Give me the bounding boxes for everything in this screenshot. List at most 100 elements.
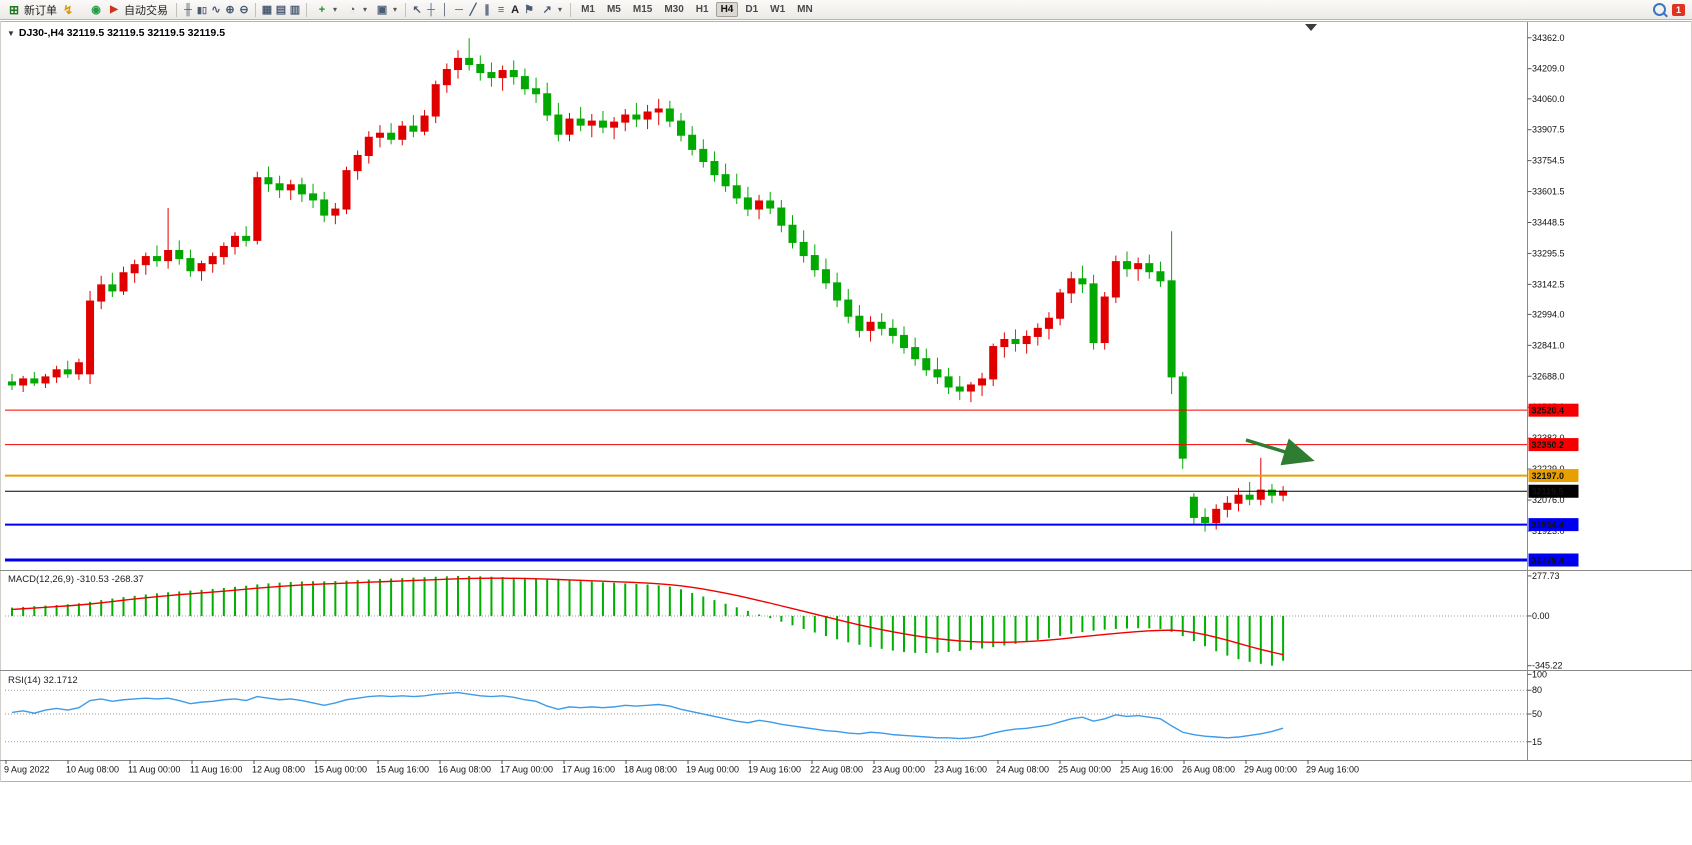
- market-icon[interactable]: ◉: [91, 3, 101, 16]
- timeframe-h1-button[interactable]: H1: [695, 4, 709, 15]
- candle: [1100, 296, 1109, 344]
- indicators-button[interactable]: + ▾: [311, 1, 341, 19]
- price-axis-label: 32688.0: [1532, 371, 1565, 381]
- price-axis-label: 34060.0: [1532, 94, 1565, 104]
- vertical-line-tool-button[interactable]: │: [441, 3, 449, 16]
- profiles-icon[interactable]: [75, 3, 89, 17]
- label-tool-button[interactable]: ⚑: [524, 3, 534, 16]
- chart-shift-marker-icon[interactable]: [1305, 24, 1317, 31]
- cascade-windows-button[interactable]: ▤: [275, 3, 287, 16]
- candle: [1056, 292, 1065, 319]
- candle: [777, 207, 786, 226]
- timeframe-m15-button[interactable]: M15: [632, 4, 653, 15]
- tile-windows-button[interactable]: ▦: [261, 3, 273, 16]
- new-order-button[interactable]: ⊞ 新订单: [3, 1, 61, 19]
- fibonacci-tool-button[interactable]: ≡: [497, 3, 505, 16]
- cursor-tool-button[interactable]: ↖: [412, 3, 422, 16]
- candle: [208, 256, 217, 265]
- candle: [632, 114, 641, 120]
- price-axis-label: 33601.5: [1532, 187, 1565, 197]
- candle: [621, 114, 630, 123]
- notification-badge[interactable]: 1: [1671, 3, 1685, 16]
- toolbar-separator: [255, 2, 256, 17]
- candle: [1067, 278, 1076, 294]
- candle: [476, 63, 485, 74]
- horizontal-line-tool-button[interactable]: ─: [455, 3, 463, 16]
- periods-button[interactable]: ◔ ▾: [341, 1, 371, 19]
- indicators-plus-icon: +: [318, 3, 326, 16]
- auto-trading-button[interactable]: ▶ 自动交易: [103, 1, 172, 19]
- arrange-windows-button[interactable]: ▥: [289, 3, 301, 16]
- time-axis-label: 15 Aug 00:00: [314, 765, 367, 775]
- timeframe-mn-button[interactable]: MN: [797, 4, 813, 15]
- timeframe-m1-button[interactable]: M1: [581, 4, 595, 15]
- candle: [1234, 494, 1243, 504]
- candle: [286, 184, 295, 191]
- rsi-scale-label: 50: [1532, 709, 1542, 719]
- candle: [398, 125, 407, 140]
- arrows-tool-button[interactable]: ↗ ▾: [536, 1, 566, 19]
- new-order-label: 新订单: [24, 4, 57, 17]
- time-axis-label: 25 Aug 00:00: [1058, 765, 1111, 775]
- candle: [342, 170, 351, 210]
- macd-scale-label: 277.73: [1532, 571, 1560, 581]
- candle: [387, 132, 396, 140]
- candle: [844, 299, 853, 317]
- candle: [108, 284, 117, 292]
- line-chart-button[interactable]: ∿: [211, 3, 221, 16]
- candle: [152, 256, 161, 262]
- candle: [409, 125, 418, 132]
- price-axis-label: 33907.5: [1532, 125, 1565, 135]
- candle: [487, 72, 496, 79]
- candle: [219, 245, 228, 258]
- collapse-arrow-icon[interactable]: ▼: [7, 28, 15, 38]
- candle: [509, 70, 518, 78]
- price-axis-label: 33448.5: [1532, 217, 1565, 227]
- candle: [855, 315, 864, 331]
- price-axis-label: 32994.0: [1532, 309, 1565, 319]
- trendline-tool-button[interactable]: ╱: [469, 3, 477, 16]
- text-tool-button[interactable]: A: [511, 3, 520, 16]
- candle: [1167, 280, 1176, 378]
- zoom-out-button[interactable]: ⊖: [239, 3, 249, 16]
- candle: [766, 200, 775, 209]
- candle: [253, 177, 262, 241]
- templates-button[interactable]: ▣ ▾: [371, 1, 401, 19]
- search-icon[interactable]: [1652, 3, 1666, 16]
- candlestick-chart-button[interactable]: ▮▯: [197, 4, 207, 15]
- timeframe-m5-button[interactable]: M5: [606, 4, 621, 15]
- candle: [978, 378, 987, 386]
- toolbar-separator: [570, 2, 572, 17]
- bar-chart-button[interactable]: ╫: [184, 3, 192, 16]
- svg-text:32350.2: 32350.2: [1532, 440, 1565, 450]
- timeframe-h4-button[interactable]: H4: [715, 2, 739, 17]
- lightning-icon[interactable]: ↯: [62, 2, 74, 17]
- crosshair-tool-button[interactable]: ┼: [427, 3, 435, 16]
- channel-tool-button[interactable]: ∥: [484, 3, 490, 16]
- macd-signal-line: [11, 577, 1284, 656]
- candle: [1022, 335, 1031, 345]
- candle: [1245, 494, 1254, 500]
- level-lines-layer[interactable]: [5, 409, 1527, 562]
- timeframe-d1-button[interactable]: D1: [745, 4, 759, 15]
- time-axis-label: 23 Aug 16:00: [934, 765, 987, 775]
- candle: [498, 70, 507, 79]
- chart-frame: [0, 21, 1692, 782]
- timeframe-w1-button[interactable]: W1: [770, 4, 786, 15]
- macd-scale-label: -345.22: [1532, 661, 1563, 671]
- candle: [275, 183, 284, 191]
- candle: [1033, 327, 1042, 337]
- candle: [587, 120, 596, 126]
- candle: [1011, 338, 1020, 345]
- candle: [565, 118, 574, 135]
- price-axis-label: 33142.5: [1532, 279, 1565, 289]
- trend-arrow-annotation[interactable]: [1245, 438, 1315, 466]
- time-axis-label: 18 Aug 08:00: [624, 765, 677, 775]
- zoom-in-button[interactable]: ⊕: [225, 3, 235, 16]
- time-axis-label: 17 Aug 16:00: [562, 765, 615, 775]
- candle: [866, 321, 875, 331]
- candle: [1111, 261, 1120, 298]
- timeframe-m30-button[interactable]: M30: [664, 4, 684, 15]
